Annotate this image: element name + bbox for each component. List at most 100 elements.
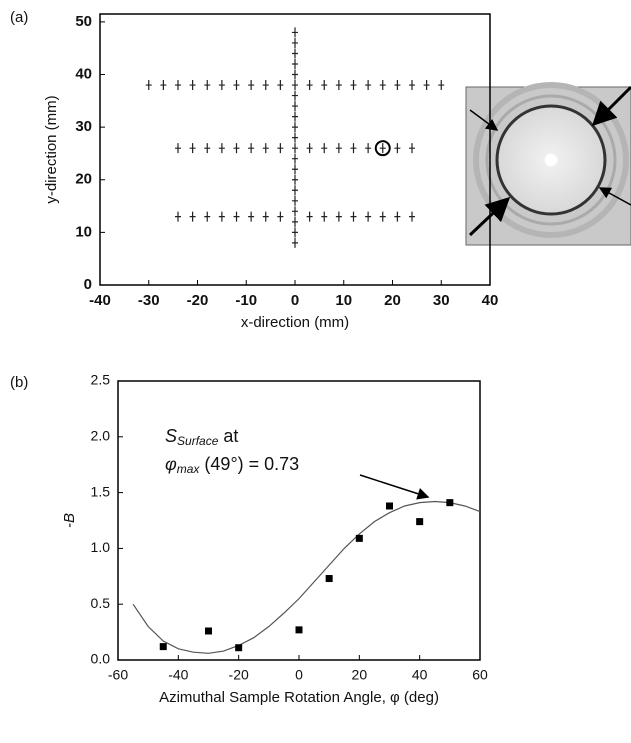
orientation-marker — [409, 143, 415, 153]
orientation-marker — [321, 143, 327, 153]
y-tick-label: 0 — [84, 276, 92, 293]
annotation-text: (49°) = 0.73 — [199, 454, 299, 474]
orientation-marker — [292, 175, 298, 185]
orientation-marker — [394, 80, 400, 90]
orientation-marker — [175, 143, 181, 153]
orientation-marker — [321, 212, 327, 222]
orientation-marker — [438, 80, 444, 90]
orientation-marker — [292, 133, 298, 143]
orientation-marker — [365, 80, 371, 90]
fit-curve — [133, 502, 480, 654]
x-tick-label: 40 — [482, 292, 499, 309]
panel-label: (a) — [10, 9, 28, 26]
orientation-marker — [336, 80, 342, 90]
orientation-marker — [204, 80, 210, 90]
x-tick-label: 10 — [335, 292, 352, 309]
x-tick-label: -40 — [89, 292, 111, 309]
data-point — [235, 644, 242, 651]
orientation-marker — [234, 80, 240, 90]
orientation-marker — [190, 212, 196, 222]
orientation-marker — [292, 112, 298, 122]
orientation-marker — [321, 80, 327, 90]
orientation-marker — [190, 143, 196, 153]
orientation-marker — [292, 227, 298, 237]
plot-frame — [118, 381, 480, 660]
data-point — [296, 626, 303, 633]
data-point — [356, 535, 363, 542]
orientation-marker — [292, 217, 298, 227]
orientation-marker — [292, 91, 298, 101]
annotation-arrow — [360, 475, 428, 497]
orientation-marker — [219, 143, 225, 153]
data-point — [160, 643, 167, 650]
orientation-marker — [248, 212, 254, 222]
x-tick-label: 0 — [291, 292, 299, 309]
y-tick-label: 30 — [75, 118, 92, 135]
y-tick-label: 10 — [75, 223, 92, 240]
data-point — [205, 627, 212, 634]
orientation-marker — [160, 80, 166, 90]
x-axis-label: x-direction (mm) — [241, 314, 349, 331]
figure: SSurface at φmax (49°) = 0.73 -40-30-20-… — [0, 0, 631, 743]
orientation-marker — [292, 185, 298, 195]
x-axis-label: Azimuthal Sample Rotation Angle, φ (deg) — [159, 689, 439, 706]
orientation-marker — [351, 212, 357, 222]
orientation-marker — [292, 27, 298, 37]
orientation-marker — [263, 143, 269, 153]
x-tick-label: 20 — [384, 292, 401, 309]
y-axis-label: -B — [61, 513, 78, 528]
orientation-marker — [292, 196, 298, 206]
orientation-marker — [204, 212, 210, 222]
y-tick-label: 50 — [75, 13, 92, 30]
orientation-marker — [292, 38, 298, 48]
orientation-marker — [219, 80, 225, 90]
y-tick-label: 1.0 — [91, 539, 111, 555]
x-tick-label: -20 — [187, 292, 209, 309]
orientation-marker — [307, 212, 313, 222]
orientation-marker — [263, 80, 269, 90]
annotation-subscript: max — [177, 462, 201, 476]
orientation-marker — [292, 101, 298, 111]
data-point — [416, 518, 423, 525]
orientation-marker — [409, 212, 415, 222]
x-tick-label: 30 — [433, 292, 450, 309]
x-tick-label: 20 — [352, 667, 368, 683]
orientation-marker — [277, 212, 283, 222]
orientation-marker — [175, 212, 181, 222]
orientation-marker — [204, 143, 210, 153]
orientation-marker — [365, 143, 371, 153]
y-tick-label: 40 — [75, 65, 92, 82]
orientation-marker — [292, 154, 298, 164]
data-point — [386, 502, 393, 509]
annotation-symbol: S — [165, 426, 177, 446]
orientation-marker — [380, 80, 386, 90]
orientation-marker — [307, 80, 313, 90]
orientation-marker — [175, 80, 181, 90]
orientation-marker — [292, 238, 298, 248]
orientation-marker — [351, 143, 357, 153]
y-tick-label: 1.5 — [91, 483, 111, 499]
x-tick-label: -20 — [229, 667, 249, 683]
y-tick-label: 0.0 — [91, 651, 111, 667]
annotation-symbol: φ — [165, 454, 177, 474]
annotation-text: at — [218, 426, 238, 446]
orientation-marker — [365, 212, 371, 222]
orientation-marker — [409, 80, 415, 90]
orientation-marker — [394, 143, 400, 153]
orientation-marker — [146, 80, 152, 90]
data-point — [446, 499, 453, 506]
y-axis-label: y-direction (mm) — [43, 95, 60, 203]
x-tick-label: -60 — [108, 667, 128, 683]
orientation-marker — [292, 122, 298, 132]
orientation-marker — [234, 143, 240, 153]
y-tick-label: 2.0 — [91, 428, 111, 444]
orientation-marker — [336, 143, 342, 153]
orientation-marker — [380, 212, 386, 222]
orientation-marker — [263, 212, 269, 222]
orientation-marker — [292, 70, 298, 80]
orientation-marker — [190, 80, 196, 90]
orientation-marker — [351, 80, 357, 90]
data-point — [326, 575, 333, 582]
orientation-marker — [277, 80, 283, 90]
orientation-marker — [424, 80, 430, 90]
